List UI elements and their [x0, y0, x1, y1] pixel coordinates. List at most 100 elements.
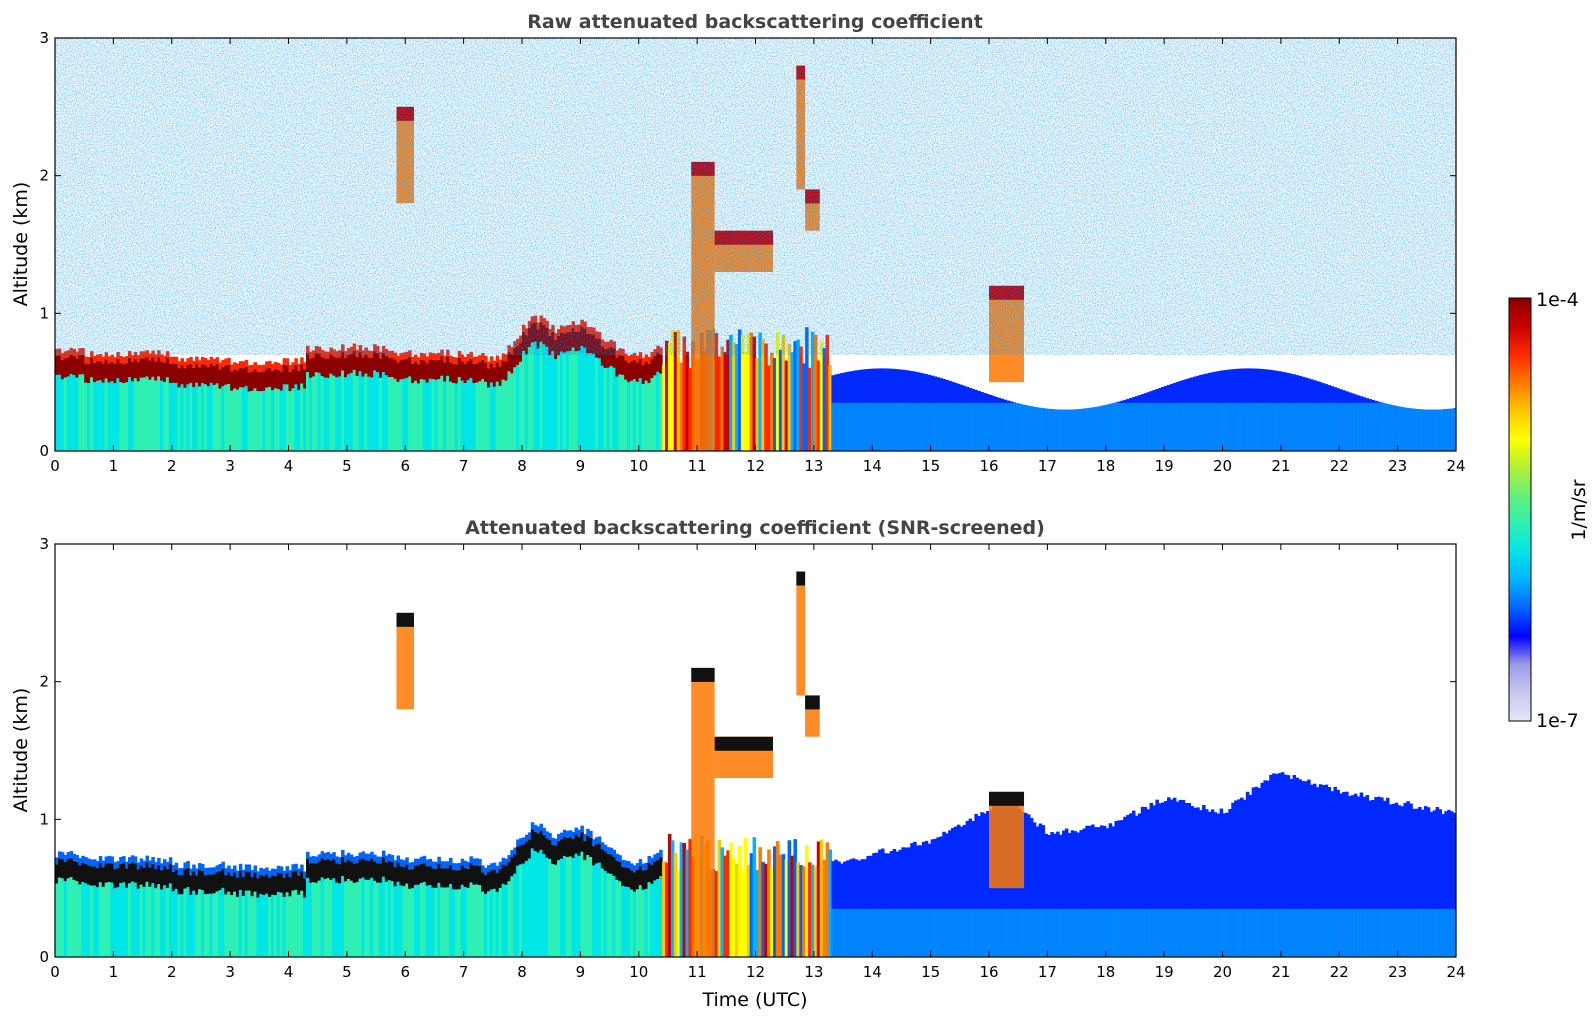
- aerosol-column: [492, 386, 497, 451]
- near-surface-column: [1123, 908, 1127, 957]
- boundary-layer-top: [224, 365, 228, 385]
- boundary-layer-edge: [171, 865, 176, 872]
- cloud-column: [825, 842, 830, 957]
- aerosol-column: [189, 894, 193, 957]
- aerosol-column: [142, 377, 147, 451]
- boundary-layer-top: [116, 358, 120, 379]
- boundary-layer-edge: [627, 355, 631, 363]
- near-surface-column: [1091, 908, 1095, 957]
- clear-column: [1082, 828, 1086, 957]
- aerosol-column: [69, 877, 74, 957]
- near-surface-column: [1272, 402, 1276, 451]
- x-tick-label: 15: [921, 457, 940, 475]
- cloud-feature-top: [796, 571, 806, 586]
- clear-column: [959, 826, 964, 957]
- boundary-layer-top: [329, 354, 333, 374]
- boundary-layer-top: [624, 867, 628, 887]
- boundary-layer-top: [557, 840, 561, 861]
- aerosol-column: [268, 896, 272, 957]
- aerosol-column: [577, 855, 581, 957]
- boundary-layer-top: [641, 364, 646, 385]
- clear-column: [916, 845, 920, 957]
- boundary-layer-edge: [157, 857, 161, 865]
- boundary-layer-edge: [212, 358, 217, 366]
- aerosol-column: [215, 891, 220, 957]
- cloud-column: [784, 360, 789, 451]
- boundary-layer-edge: [638, 352, 643, 359]
- aerosol-column: [545, 857, 549, 957]
- near-surface-column: [1453, 408, 1456, 451]
- boundary-layer-edge: [510, 850, 514, 858]
- aerosol-column: [107, 382, 112, 451]
- aerosol-column: [189, 383, 193, 451]
- boundary-layer-top: [270, 875, 275, 895]
- aerosol-column: [107, 881, 112, 957]
- boundary-layer-edge: [291, 864, 295, 872]
- near-surface-column: [1280, 908, 1285, 957]
- boundary-layer-top: [90, 866, 94, 886]
- aerosol-column: [408, 376, 412, 451]
- boundary-layer-top: [98, 360, 103, 381]
- near-surface-column: [854, 402, 859, 451]
- boundary-layer-edge: [411, 862, 415, 869]
- aerosol-column: [142, 886, 147, 957]
- clear-column: [1444, 811, 1448, 957]
- aerosol-column: [291, 890, 295, 957]
- aerosol-column: [402, 378, 406, 451]
- clear-column: [1210, 809, 1215, 957]
- boundary-layer-top: [656, 859, 660, 879]
- near-surface-column: [983, 908, 987, 957]
- clear-column: [1114, 820, 1119, 957]
- boundary-layer-top: [60, 360, 65, 380]
- near-surface-column: [1132, 402, 1136, 451]
- boundary-layer-top: [297, 370, 301, 391]
- boundary-layer-top: [597, 843, 602, 863]
- cloud-feature: [396, 612, 415, 710]
- boundary-layer-top: [373, 861, 377, 881]
- near-surface-column: [1155, 908, 1159, 957]
- aerosol-column: [574, 853, 579, 957]
- near-surface-column: [1038, 908, 1043, 957]
- clear-column: [1397, 805, 1402, 957]
- near-surface-column: [986, 908, 990, 957]
- near-surface-column: [1035, 908, 1040, 957]
- aerosol-column: [66, 376, 71, 451]
- near-surface-column: [1292, 402, 1297, 451]
- near-surface-column: [1181, 908, 1186, 957]
- aerosol-column: [486, 387, 491, 451]
- boundary-layer-top: [332, 356, 336, 376]
- near-surface-column: [936, 908, 940, 957]
- boundary-layer-top: [384, 862, 389, 882]
- boundary-layer-top: [437, 863, 441, 883]
- boundary-layer-edge: [498, 359, 503, 367]
- boundary-layer-top: [638, 865, 643, 886]
- near-surface-column: [863, 908, 868, 957]
- near-surface-column: [1260, 908, 1264, 957]
- near-surface-column: [1435, 409, 1440, 451]
- aerosol-column: [183, 888, 187, 957]
- cloud-column: [685, 849, 689, 957]
- cloud-column: [764, 863, 768, 957]
- aerosol-column: [81, 882, 85, 957]
- near-surface-column: [971, 402, 976, 451]
- boundary-layer-top: [291, 871, 295, 891]
- near-surface-column: [1450, 908, 1454, 957]
- boundary-layer-top: [463, 867, 468, 887]
- aerosol-column: [472, 884, 476, 957]
- boundary-layer-top: [629, 361, 634, 381]
- clear-column: [1158, 803, 1162, 957]
- clear-column: [1365, 795, 1370, 957]
- near-surface-column: [1380, 402, 1384, 451]
- near-surface-column: [1061, 409, 1066, 451]
- boundary-layer-top: [63, 861, 68, 882]
- boundary-layer-edge: [586, 828, 590, 836]
- boundary-layer-edge: [215, 865, 220, 873]
- cloud-column: [813, 865, 818, 957]
- clear-column: [930, 839, 935, 957]
- aerosol-column: [101, 886, 106, 957]
- aerosol-column: [361, 376, 365, 451]
- boundary-layer-edge: [256, 364, 260, 372]
- near-surface-column: [1190, 908, 1194, 957]
- aerosol-column: [262, 895, 266, 957]
- boundary-layer-top: [443, 362, 447, 382]
